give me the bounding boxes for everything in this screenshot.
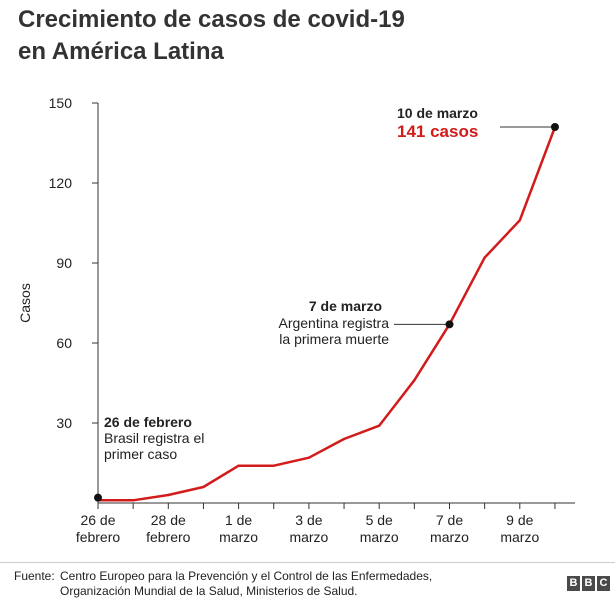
y-tick-label: 150: [49, 95, 73, 111]
source-note: Fuente: Centro Europeo para la Prevención…: [14, 569, 432, 599]
annotation-marker: [550, 123, 559, 131]
annotation-marker: [94, 493, 102, 502]
data-point: [342, 437, 346, 441]
data-point: [307, 456, 311, 459]
source-line-2: Organización Mundial de la Salud, Minist…: [60, 584, 358, 598]
data-point: [167, 493, 170, 497]
chart-title-line1: Crecimiento de casos de covid-19: [18, 6, 405, 33]
chart-title-line2: en América Latina: [18, 38, 224, 65]
annotation-title: 26 de febrero: [104, 414, 192, 430]
annotation-text: la primera muerte: [279, 331, 389, 347]
annotation-highlight: 141 casos: [397, 122, 478, 141]
bbc-logo: B B C: [567, 576, 610, 591]
data-point: [518, 219, 521, 222]
chart-title: Crecimiento de casos de covid-19 en Amér…: [18, 4, 405, 68]
source-line-1: Centro Europeo para la Prevención y el C…: [60, 569, 433, 583]
source-label: Fuente:: [14, 569, 55, 583]
bbc-logo-letter-3: C: [597, 576, 610, 591]
data-point: [202, 485, 205, 489]
x-tick-label: 28 de febrero: [146, 512, 191, 545]
annotation-text: primer caso: [104, 446, 177, 462]
annotation-marker: [445, 320, 454, 329]
data-point: [131, 499, 135, 502]
bbc-logo-letter-2: B: [582, 576, 595, 591]
data-point: [413, 379, 416, 382]
annotation-text: Argentina registra: [278, 315, 389, 331]
annotation-title: 10 de marzo: [397, 105, 478, 121]
x-tick-label: 7 de marzo: [430, 512, 469, 545]
line-chart: Casos 30 60 90 120 150 26 de febrero 28 de febre…: [17, 95, 575, 545]
data-point: [272, 464, 275, 467]
series-line: [98, 126, 557, 502]
y-axis-label: Casos: [17, 283, 33, 323]
x-tick-label: 9 de marzo: [500, 512, 539, 545]
chart-footer: Fuente: Centro Europeo para la Prevención…: [0, 562, 615, 598]
y-tick-label: 30: [56, 415, 72, 431]
y-tick-label: 60: [56, 335, 72, 351]
annotation-text: Brasil registra el: [104, 430, 204, 446]
x-tick-label: 1 de marzo: [219, 512, 258, 545]
y-tick-label: 90: [56, 255, 72, 271]
data-point: [483, 256, 486, 259]
x-tick-label: 3 de marzo: [289, 512, 328, 545]
bbc-logo-letter-1: B: [567, 576, 580, 591]
data-point: [237, 464, 240, 467]
annotation-title: 7 de marzo: [309, 298, 382, 314]
y-tick-label: 120: [49, 175, 73, 191]
x-tick-label: 5 de marzo: [360, 512, 399, 545]
data-point: [378, 424, 381, 427]
x-tick-label: 26 de febrero: [76, 512, 121, 545]
